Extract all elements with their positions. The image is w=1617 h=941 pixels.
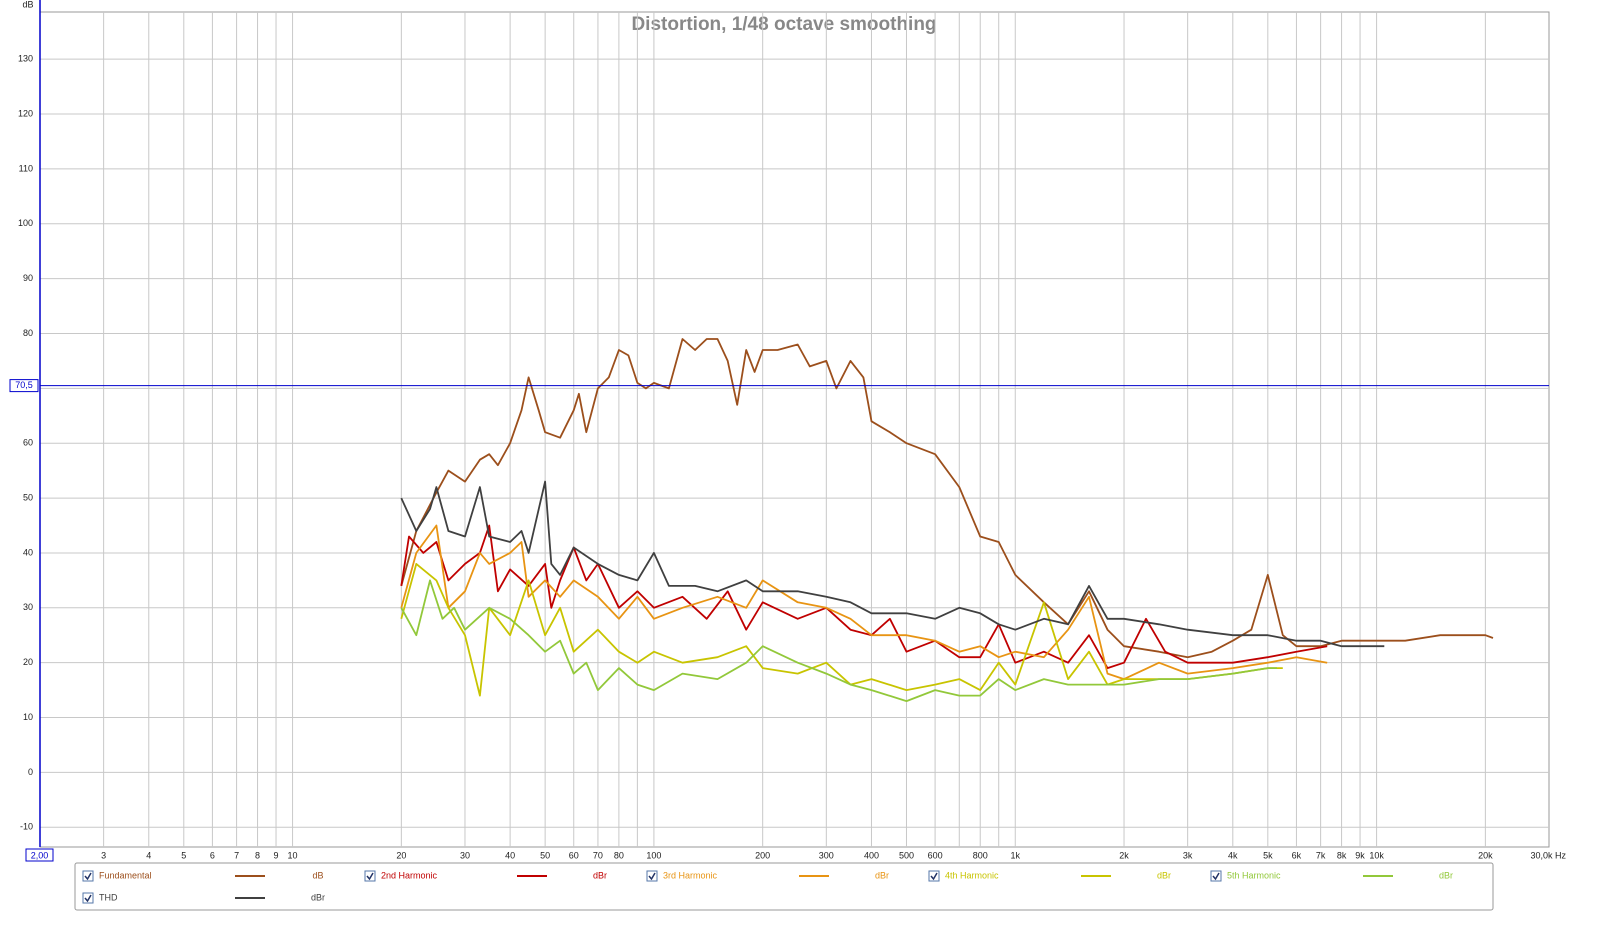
chart-title: Distortion, 1/48 octave smoothing [631, 14, 936, 35]
x-tick-label: 60 [569, 850, 579, 860]
x-tick-label: 400 [864, 850, 879, 860]
legend-name: Fundamental [99, 870, 152, 880]
y-tick-label: 100 [18, 218, 33, 228]
y-tick-label: 20 [23, 657, 33, 667]
x-tick-label: 20k [1478, 850, 1493, 860]
y-axis-label: dB [22, 0, 33, 9]
marker-box [9, 379, 39, 393]
legend-check [1212, 872, 1220, 881]
legend-checkbox[interactable] [82, 892, 94, 904]
x-tick-label: 10k [1369, 850, 1384, 860]
legend-check [930, 872, 938, 881]
legend-check [648, 872, 656, 881]
x-start-label: 2,00 [31, 850, 49, 860]
x-tick-label: 40 [505, 850, 515, 860]
legend-check [84, 894, 92, 903]
y-tick-label: 60 [23, 438, 33, 448]
y-tick-label: 130 [18, 54, 33, 64]
x-tick-label: 100 [646, 850, 661, 860]
y-tick-label: 40 [23, 547, 33, 557]
y-tick-label: 120 [18, 108, 33, 118]
legend-unit: dBr [593, 870, 607, 880]
x-tick-label: 20 [396, 850, 406, 860]
y-tick-label: 80 [23, 328, 33, 338]
series-line [400, 563, 1283, 697]
legend-unit: dBr [875, 870, 889, 880]
legend-checkbox[interactable] [82, 870, 94, 882]
series-line [400, 480, 1385, 648]
marker-label: 70,5 [15, 380, 33, 390]
x-tick-label: 50 [540, 850, 550, 860]
x-tick-label: 2k [1119, 850, 1129, 860]
legend-checkbox[interactable] [364, 870, 376, 882]
x-tick-label: 4k [1228, 850, 1238, 860]
legend-name: 2nd Harmonic [381, 870, 438, 880]
x-tick-label: 30 [460, 850, 470, 860]
y-tick-label: 110 [19, 163, 33, 173]
x-tick-label: 6k [1292, 850, 1302, 860]
x-tick-label: 7 [234, 850, 239, 860]
x-tick-label: 6 [210, 850, 215, 860]
legend-checkbox[interactable] [928, 870, 940, 882]
series-line [400, 579, 1277, 702]
legend-unit: dBr [1157, 870, 1171, 880]
x-tick-label: 4 [146, 850, 151, 860]
x-tick-label: 200 [755, 850, 770, 860]
x-start-box [25, 848, 54, 862]
legend-name: 5th Harmonic [1227, 870, 1281, 880]
x-tick-label: 9k [1355, 850, 1365, 860]
legend-check [366, 872, 374, 881]
x-tick-label: 8k [1337, 850, 1347, 860]
legend [74, 862, 1494, 911]
legend-checkbox[interactable] [1210, 870, 1222, 882]
x-tick-label: 70 [593, 850, 603, 860]
y-tick-label: 50 [23, 492, 33, 502]
x-tick-label: 3 [101, 850, 106, 860]
legend-unit: dBr [1439, 870, 1453, 880]
legend-name: 4th Harmonic [945, 870, 999, 880]
series-line [400, 338, 1494, 659]
x-end-label: 30,0k Hz [1530, 850, 1566, 860]
legend-checkbox[interactable] [646, 870, 658, 882]
y-tick-label: 30 [23, 602, 33, 612]
y-tick-label: 0 [28, 767, 33, 777]
x-tick-label: 5 [181, 850, 186, 860]
x-tick-label: 3k [1183, 850, 1193, 860]
x-tick-label: 600 [928, 850, 943, 860]
x-tick-label: 1k [1010, 850, 1020, 860]
x-tick-label: 5k [1263, 850, 1273, 860]
x-tick-label: 7k [1316, 850, 1326, 860]
legend-name: THD [99, 892, 118, 902]
x-tick-label: 10 [288, 850, 298, 860]
x-tick-label: 800 [973, 850, 988, 860]
y-tick-label: 90 [23, 273, 33, 283]
y-tick-label: -10 [20, 822, 33, 832]
series-line [400, 524, 1328, 669]
x-tick-label: 8 [255, 850, 260, 860]
plot-area [39, 11, 1550, 848]
legend-check [84, 872, 92, 881]
x-tick-label: 500 [899, 850, 914, 860]
legend-unit: dB [312, 870, 323, 880]
legend-unit: dBr [311, 892, 325, 902]
x-tick-label: 80 [614, 850, 624, 860]
y-tick-label: 10 [23, 712, 33, 722]
legend-name: 3rd Harmonic [663, 870, 718, 880]
x-tick-label: 9 [274, 850, 279, 860]
x-tick-label: 300 [819, 850, 834, 860]
